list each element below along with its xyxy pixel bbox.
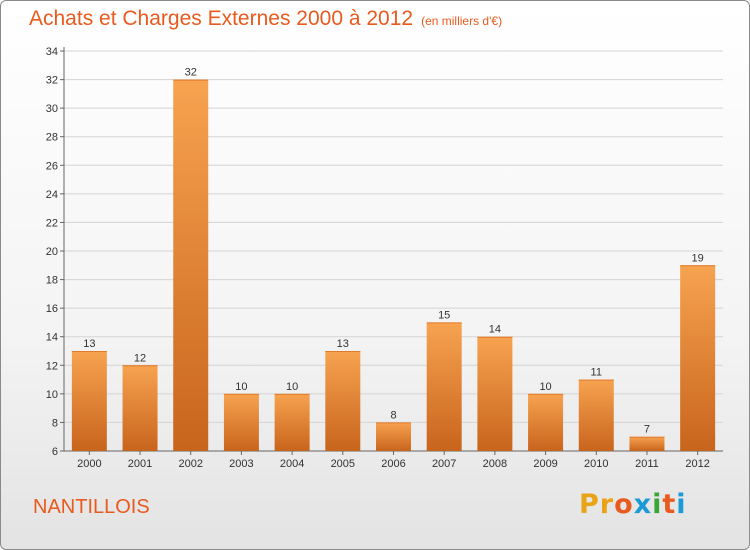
logo-letter: o xyxy=(614,489,634,520)
logo-letter: r xyxy=(599,489,615,520)
logo-letter: P xyxy=(579,489,600,520)
value-label: 15 xyxy=(438,309,450,321)
y-tick-label: 8 xyxy=(52,417,58,429)
y-tick-label: 20 xyxy=(46,246,58,258)
chart-subtitle: (en milliers d'€) xyxy=(421,14,503,28)
x-tick-label: 2003 xyxy=(229,458,253,470)
value-label: 10 xyxy=(539,381,551,393)
logo-letter: t xyxy=(662,489,677,520)
y-tick-label: 6 xyxy=(52,446,58,458)
value-label: 11 xyxy=(591,367,602,379)
y-tick-label: 24 xyxy=(46,189,58,201)
x-tick-label: 2000 xyxy=(77,458,101,470)
y-tick-label: 10 xyxy=(46,389,58,401)
value-label: 13 xyxy=(83,338,95,350)
bar-2002 xyxy=(173,79,209,452)
x-tick-label: 2006 xyxy=(381,458,405,470)
bar-2009 xyxy=(528,393,564,451)
bar-2003 xyxy=(223,393,259,451)
value-label: 8 xyxy=(390,409,396,421)
x-tick-label: 2009 xyxy=(533,458,557,470)
bar-2006 xyxy=(376,422,411,451)
bar-2005 xyxy=(325,351,361,451)
bar-2010 xyxy=(578,379,614,451)
value-label: 10 xyxy=(286,381,298,393)
x-tick-label: 2008 xyxy=(483,458,507,470)
x-tick-label: 2004 xyxy=(280,458,304,470)
x-tick-label: 2012 xyxy=(685,458,709,470)
bar-2012 xyxy=(680,265,716,451)
x-tick-label: 2010 xyxy=(584,458,608,470)
bar-2011 xyxy=(629,436,665,451)
grid-lines xyxy=(64,50,723,452)
value-label: 12 xyxy=(134,352,146,364)
x-tick-label: 2005 xyxy=(331,458,355,470)
logo-letter: i xyxy=(652,489,663,520)
bar-2008 xyxy=(477,336,513,451)
x-tick-label: 2011 xyxy=(635,458,659,470)
logo-letter: x xyxy=(633,489,653,520)
y-tick-label: 28 xyxy=(46,132,58,144)
proxiti-logo: Proxiti xyxy=(579,489,687,520)
bar-2000 xyxy=(71,351,107,451)
value-label: 10 xyxy=(235,381,247,393)
y-tick-label: 34 xyxy=(46,46,58,58)
x-tick-label: 2002 xyxy=(178,458,202,470)
y-tick-label: 30 xyxy=(46,103,58,115)
y-tick-label: 16 xyxy=(46,303,58,315)
x-tick-label: 2007 xyxy=(432,458,456,470)
x-tick-label: 2001 xyxy=(128,458,152,470)
y-tick-label: 18 xyxy=(46,275,58,287)
y-tick-label: 26 xyxy=(46,160,58,172)
logo-letter: i xyxy=(676,489,687,520)
y-tick-label: 32 xyxy=(46,75,58,87)
bar-2007 xyxy=(426,322,462,451)
y-tick-label: 12 xyxy=(46,360,58,372)
value-label: 19 xyxy=(692,252,704,264)
chart-title-text: Achats et Charges Externes 2000 à 2012 xyxy=(29,7,414,30)
y-tick-label: 14 xyxy=(46,332,58,344)
value-label: 14 xyxy=(489,324,501,336)
commune-name: NANTILLOIS xyxy=(33,496,150,518)
value-label: 7 xyxy=(644,424,650,436)
labels: 6 8 10 12 14 16 18 20 22 24 26 28 30 32 34 13 2000 12 2001… xyxy=(46,46,710,470)
value-label: 13 xyxy=(337,338,349,350)
bars xyxy=(71,79,716,452)
chart-title: Achats et Charges Externes 2000 à 2012 (e… xyxy=(29,7,502,31)
bar-2004 xyxy=(274,393,310,451)
value-label: 32 xyxy=(185,67,197,79)
bar-2001 xyxy=(122,365,158,451)
y-tick-label: 22 xyxy=(46,217,58,229)
